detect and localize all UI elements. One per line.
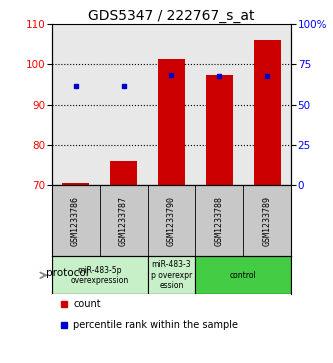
Bar [158, 59, 185, 185]
Bar [206, 76, 233, 185]
Bar [110, 161, 137, 185]
Bar [62, 183, 89, 185]
Text: GSM1233790: GSM1233790 [167, 196, 176, 246]
Text: GSM1233786: GSM1233786 [71, 196, 80, 246]
Text: miR-483-5p
overexpression: miR-483-5p overexpression [71, 266, 129, 285]
Text: miR-483-3
p overexpr
ession: miR-483-3 p overexpr ession [151, 260, 192, 290]
Bar [148, 256, 195, 294]
Text: GSM1233788: GSM1233788 [215, 196, 224, 246]
Text: control: control [230, 271, 257, 280]
Text: percentile rank within the sample: percentile rank within the sample [73, 319, 238, 330]
Bar [52, 256, 148, 294]
Text: count: count [73, 299, 101, 309]
Bar [254, 40, 281, 185]
Title: GDS5347 / 222767_s_at: GDS5347 / 222767_s_at [88, 9, 255, 23]
Text: GSM1233789: GSM1233789 [263, 196, 272, 246]
Text: GSM1233787: GSM1233787 [119, 196, 128, 246]
Text: protocol: protocol [46, 268, 89, 278]
Bar [195, 256, 291, 294]
